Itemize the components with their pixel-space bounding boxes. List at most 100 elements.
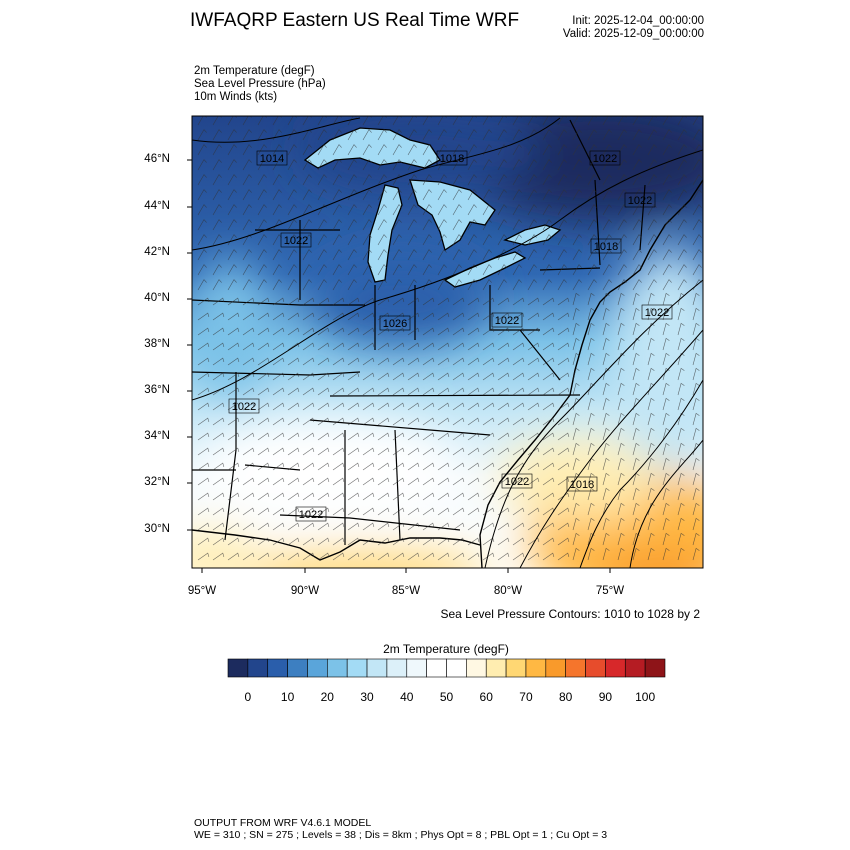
wind-barb [407,204,417,216]
wind-barb [302,297,315,306]
wind-barb [257,432,270,441]
wind-barb [602,502,610,516]
wind-barb [272,159,282,171]
wind-barb [317,402,330,411]
wind-barb [422,279,432,291]
wind-barb [527,279,537,291]
colorbar-swatch [545,658,566,678]
wind-barb [587,204,597,216]
wind-barb [677,292,685,306]
colorbar-swatch [346,658,368,678]
wind-barb [512,204,522,216]
wind-barb [692,532,700,546]
wind-barb [587,189,597,201]
wind-barb [377,477,390,486]
wind-barb [587,397,595,411]
wind-barb [347,312,360,321]
wind-barb [632,502,640,516]
wind-barb [257,144,267,156]
wind-barb [332,537,345,546]
wind-barb [377,537,390,546]
wind-barb [512,507,525,516]
init-time: Init: 2025-12-04_00:00:00 [572,15,704,27]
wind-barb [347,249,357,261]
wind-barb [677,547,685,561]
wind-barb [452,234,462,246]
wind-barb [302,477,315,486]
wind-barb [677,189,687,201]
wind-barb [512,492,525,501]
wind-barb [257,372,270,381]
wind-barb [512,402,525,411]
wind-barb [692,129,702,141]
wind-barb [512,342,525,351]
wind-barb [587,307,595,321]
wind-barb [362,552,375,561]
wind-barb [587,159,597,171]
wind-barb [602,427,610,441]
wind-barb [317,264,327,276]
wind-barb [482,372,495,381]
wind-barb [407,174,417,186]
wind-barb [197,279,207,291]
wind-barb [242,447,255,456]
wind-barb [392,522,405,531]
wind-barb [227,174,237,186]
wind-barb [437,402,450,411]
wind-barb [497,249,507,261]
wind-barb [557,174,567,186]
wind-barb [677,442,685,456]
colorbar-tick-label: 70 [519,690,533,704]
wind-barb [317,552,330,561]
wind-barb [287,129,297,141]
wind-barb [317,507,330,516]
wind-barb [377,402,390,411]
wind-barb [572,367,580,381]
wind-barb [437,264,447,276]
wind-barb [437,189,447,201]
wind-barb [692,382,700,396]
wind-barb [242,204,252,216]
wind-barb [347,204,357,216]
wind-barb [512,432,525,441]
wind-barb [527,189,537,201]
wind-barb [227,129,237,141]
wind-barb [677,397,685,411]
wind-barb [392,507,405,516]
wind-barb [422,297,435,306]
wind-barb [362,447,375,456]
wind-barb [557,492,570,501]
wind-barb [602,292,610,306]
contour-label: 1022 [641,304,673,320]
wind-barb [212,159,222,171]
wind-barb [572,234,582,246]
wind-barb [467,249,477,261]
wind-barb [362,129,372,141]
wind-barb [212,522,225,531]
wind-barb [452,249,462,261]
wind-barb [197,219,207,231]
wind-barb [452,477,465,486]
wind-barb [572,174,582,186]
wind-barb [617,547,625,561]
wind-barb [287,204,297,216]
wind-barb [272,312,285,321]
wind-barb [257,552,270,561]
wind-barb [377,129,387,141]
wind-barb [587,234,597,246]
wind-barb [407,492,420,501]
wind-barb [317,234,327,246]
wind-barb [617,159,627,171]
lat-label: 30°N [144,523,170,535]
wind-barb [272,507,285,516]
wind-barb [512,312,525,321]
wind-barb [437,387,450,396]
wind-barb [602,116,612,126]
wind-barb [257,342,270,351]
wind-barb [257,327,270,336]
wind-barb [287,327,300,336]
wind-barb [452,447,465,456]
wind-barb [302,204,312,216]
wind-barb [677,219,687,231]
wind-barb [617,502,625,516]
